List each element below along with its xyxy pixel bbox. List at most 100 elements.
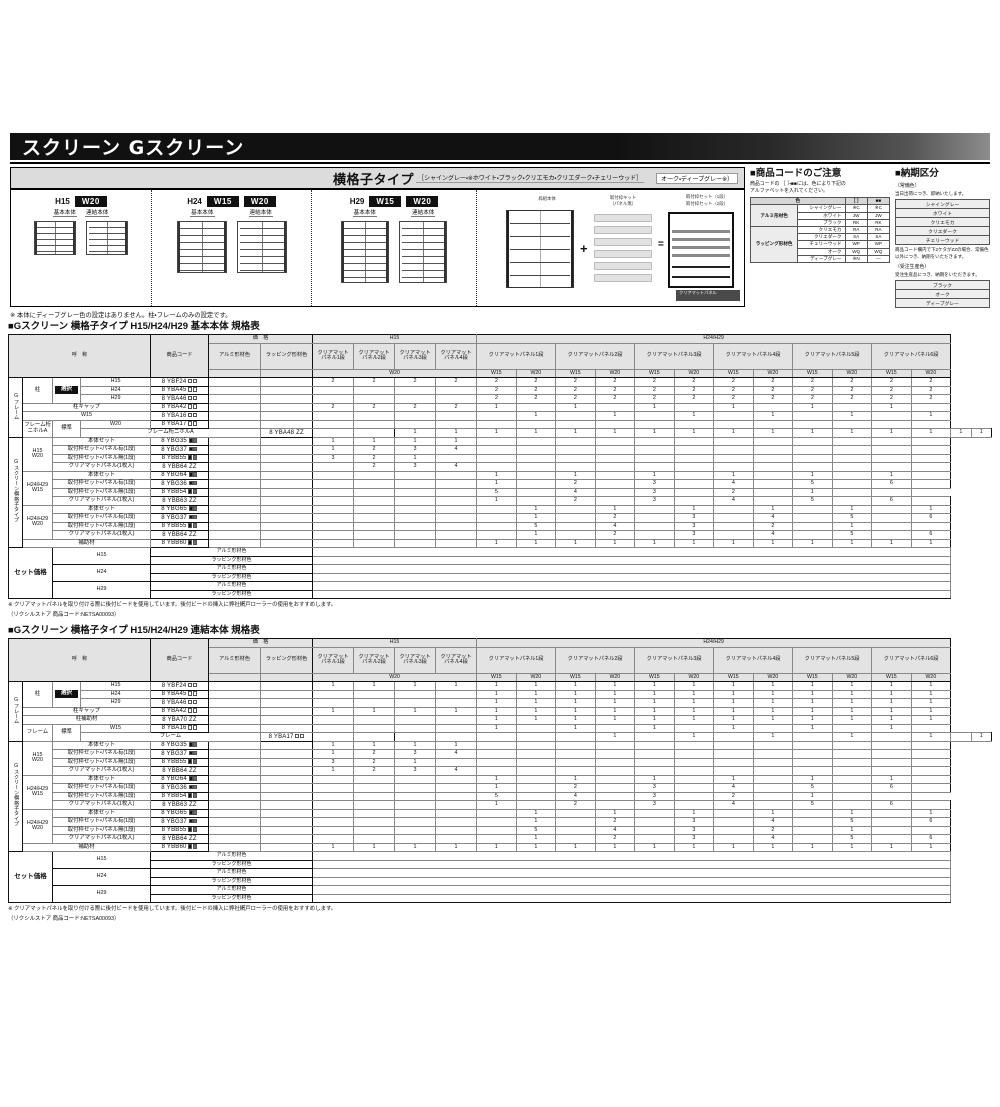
qty-h15-panel-3	[394, 496, 437, 506]
qty-h2429-col-8: 1	[831, 732, 873, 742]
qty-h2429-col-3: 1	[555, 715, 596, 725]
row-label-part: 取付枠セット・パネル有(1段)	[51, 445, 152, 455]
price-alumi	[208, 723, 262, 733]
qty-h2429-col-12: 1	[970, 732, 993, 742]
qty-h2429-col-12	[910, 749, 952, 759]
price-alumi	[208, 538, 262, 548]
qty-h2429-col-8: 4	[752, 834, 794, 844]
qty-h2429-col-9: 1	[792, 698, 833, 708]
qty-h2429-col-9: 1	[792, 842, 833, 852]
hero-header: 横格子タイプ ［シャイングレー・※ホワイト・ブラック・クリエモカ・クリエダーク・…	[11, 168, 744, 190]
table-row: ディープグレー ※N —	[751, 254, 891, 263]
product-code: 8 YBB64 ZZ	[150, 462, 210, 472]
qty-h15-panel-3: 3	[394, 462, 437, 472]
set-price-blank	[312, 851, 952, 861]
qty-h15-panel-2: 1	[353, 436, 396, 446]
qty-h2429-col-11: 1	[871, 538, 912, 548]
qty-h2429-col-4: 1	[594, 706, 636, 716]
qty-h15-panel-3: 1	[476, 428, 517, 438]
qty-h2429-col-3: 2	[555, 783, 596, 793]
col-header-width-w15: W15	[476, 672, 517, 682]
qty-h15-panel-4	[435, 791, 478, 801]
col-header-width-w15: W15	[476, 368, 517, 378]
qty-h2429-col-5	[634, 817, 675, 827]
qty-h2429-col-12	[910, 496, 952, 506]
col-header-width-w20: W20	[515, 368, 557, 378]
qty-h2429-col-8	[752, 445, 794, 455]
qty-h2429-col-12	[910, 402, 952, 412]
set-price-material: ラッピング形材色	[150, 893, 314, 903]
qty-h2429-col-2	[515, 487, 557, 497]
qty-h15-panel-4: 1	[435, 842, 478, 852]
price-wrapping	[260, 749, 314, 759]
qty-h2429-col-4: 1	[594, 808, 636, 818]
price-alumi-spacer	[208, 672, 262, 682]
qty-h2429-col-3: 1	[555, 723, 596, 733]
set-price-label: セット価格	[8, 851, 53, 903]
qty-h15-panel-2: 2	[353, 766, 396, 776]
table-row: フレーム桁ニホルA 標準 W20 8 YBA17	[9, 419, 992, 438]
table-row: 取付枠セット・パネル有(1段) 8 YBG36 1 2 3 4 5 6	[9, 479, 992, 489]
row-label-part: クリアマットパネル(1枚入)	[51, 530, 152, 540]
qty-h2429-col-5: 1	[713, 428, 754, 438]
qty-h15-panel-3: 1	[394, 453, 437, 463]
price-alumi	[208, 740, 262, 750]
col-header-code: 商品コード	[150, 334, 210, 378]
qty-h2429-col-2: 2	[515, 385, 557, 395]
table-row: ラッピング形材色	[9, 555, 992, 565]
row-label-part: 本体セット	[51, 808, 152, 818]
qty-h15-panel-2	[353, 513, 396, 523]
qty-h2429-col-10: 1	[831, 411, 873, 421]
price-alumi	[208, 825, 262, 835]
qty-h2429-col-11	[871, 808, 912, 818]
color-name: ディープグレー	[797, 254, 846, 263]
row-label-part: クリアマットパネル(1枚入)	[51, 766, 152, 776]
row-label-size: H24/H29 W20	[22, 808, 53, 844]
qty-h2429-col-12	[910, 445, 952, 455]
price-wrapping	[260, 470, 314, 480]
price-alumi	[208, 513, 262, 523]
qty-h2429-col-2	[515, 479, 557, 489]
price-alumi	[208, 402, 262, 412]
qty-h2429-col-6: 2	[673, 385, 715, 395]
qty-h15-panel-3	[394, 791, 437, 801]
price-wrapping	[260, 766, 314, 776]
qty-h15-panel-4: 2	[435, 377, 478, 387]
qty-h15-panel-1: 1	[312, 749, 355, 759]
product-code: 8 YBB64 ZZ	[150, 834, 210, 844]
qty-h2429-col-9: 5	[792, 783, 833, 793]
table-row: 取付枠セット・パネル無(1段) 8 YBB54 5 4 3 2 1	[9, 791, 992, 801]
table-row: H24 アルミ形材色	[9, 868, 992, 886]
qty-h15-panel-4	[435, 479, 478, 489]
qty-h2429-col-2: 1	[515, 808, 557, 818]
product-code: 8 YBB54	[150, 487, 210, 497]
qty-h2429-col-1	[476, 411, 517, 421]
qty-h15-panel-1: 1	[394, 428, 437, 438]
qty-h2429-col-3: 1	[555, 689, 596, 699]
row-label-size: H24/H29 W15	[22, 774, 53, 810]
qty-h2429-col-4	[594, 791, 636, 801]
qty-h2429-col-3	[555, 757, 596, 767]
qty-h2429-col-10: 1	[831, 706, 873, 716]
product-code: 8 YBA42	[150, 402, 210, 412]
price-alumi	[208, 521, 262, 531]
qty-h15-panel-4	[435, 817, 478, 827]
list-item: シャイングレー	[895, 199, 990, 210]
qty-h2429-col-9	[792, 513, 833, 523]
qty-h15-panel-3	[394, 783, 437, 793]
qty-h2429-col-10	[831, 774, 873, 784]
qty-h2429-col-7	[713, 825, 754, 835]
qty-h2429-col-7	[713, 436, 754, 446]
qty-h2429-col-12: 2	[910, 377, 952, 387]
hero-width-chip: W20	[74, 196, 107, 207]
table-row: セット価格 H15 アルミ形材色	[8, 547, 992, 599]
qty-h2429-col-7: 1	[713, 538, 754, 548]
set-price-height: H29	[51, 885, 152, 903]
col-header-h2429-panel-3: クリアマットパネル3段	[634, 342, 715, 370]
row-label-frame: フレーム	[22, 723, 53, 742]
qty-h2429-col-3: 1	[555, 774, 596, 784]
qty-h2429-col-12	[910, 479, 952, 489]
qty-h2429-col-2	[515, 470, 557, 480]
